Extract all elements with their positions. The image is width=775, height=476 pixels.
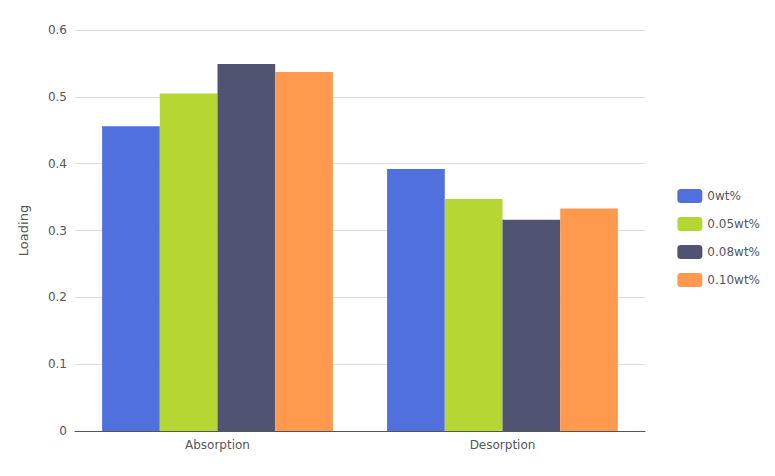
svg-text:0.4: 0.4 [48,157,67,171]
svg-text:Loading: Loading [16,205,31,256]
svg-text:0.1: 0.1 [48,357,67,371]
svg-text:Desorption: Desorption [470,438,536,452]
svg-text:0.08wt%: 0.08wt% [707,245,760,259]
svg-text:0.6: 0.6 [48,23,67,37]
svg-text:0.5: 0.5 [48,90,67,104]
svg-text:0.05wt%: 0.05wt% [707,217,760,231]
svg-text:0wt%: 0wt% [707,189,741,203]
svg-text:0.3: 0.3 [48,224,67,238]
svg-text:0: 0 [59,424,67,438]
svg-text:0.2: 0.2 [48,290,67,304]
svg-text:0.10wt%: 0.10wt% [707,273,760,287]
svg-text:Absorption: Absorption [185,438,250,452]
